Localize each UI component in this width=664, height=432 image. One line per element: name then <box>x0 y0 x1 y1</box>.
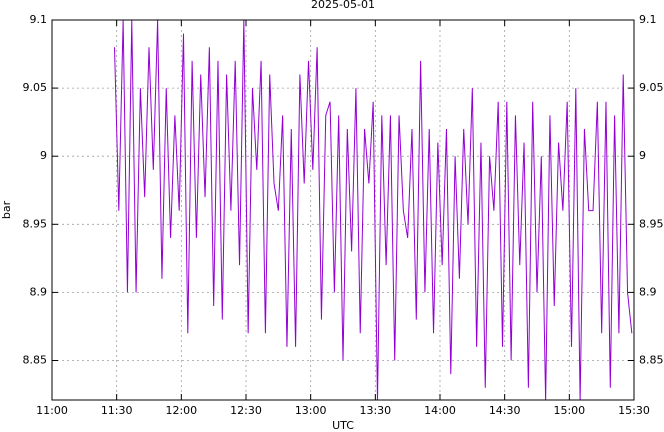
y-tick-label: 9 <box>40 149 47 162</box>
x-tick-label: 15:00 <box>553 404 585 417</box>
x-tick-label: 14:30 <box>489 404 521 417</box>
y2-tick-label: 9.1 <box>639 13 657 26</box>
x-tick-label: 15:30 <box>618 404 650 417</box>
chart-title: 2025-05-01 <box>311 0 375 11</box>
y-tick-label: 8.95 <box>23 217 48 230</box>
x-tick-label: 12:00 <box>165 404 197 417</box>
y-tick-label: 9.05 <box>23 81 48 94</box>
x-tick-label: 12:30 <box>230 404 262 417</box>
y-tick-label: 8.9 <box>30 285 48 298</box>
y2-tick-label: 9.05 <box>639 81 664 94</box>
x-tick-label: 13:30 <box>359 404 391 417</box>
y2-tick-label: 8.95 <box>639 217 664 230</box>
y2-tick-label: 8.9 <box>639 285 657 298</box>
plot-border <box>51 19 635 401</box>
data-line <box>114 20 633 400</box>
x-tick-label: 11:00 <box>36 404 68 417</box>
y2-tick-label: 8.85 <box>639 354 664 367</box>
x-tick-label: 13:00 <box>295 404 327 417</box>
x-tick-label: 14:00 <box>424 404 456 417</box>
y2-tick-label: 9 <box>639 149 646 162</box>
y-tick-label: 8.85 <box>23 354 48 367</box>
plot-area <box>114 20 633 400</box>
x-tick-label: 11:30 <box>101 404 133 417</box>
y-axis-label: bar <box>0 200 13 219</box>
y-tick-label: 9.1 <box>30 13 48 26</box>
x-axis-label: UTC <box>332 419 354 432</box>
